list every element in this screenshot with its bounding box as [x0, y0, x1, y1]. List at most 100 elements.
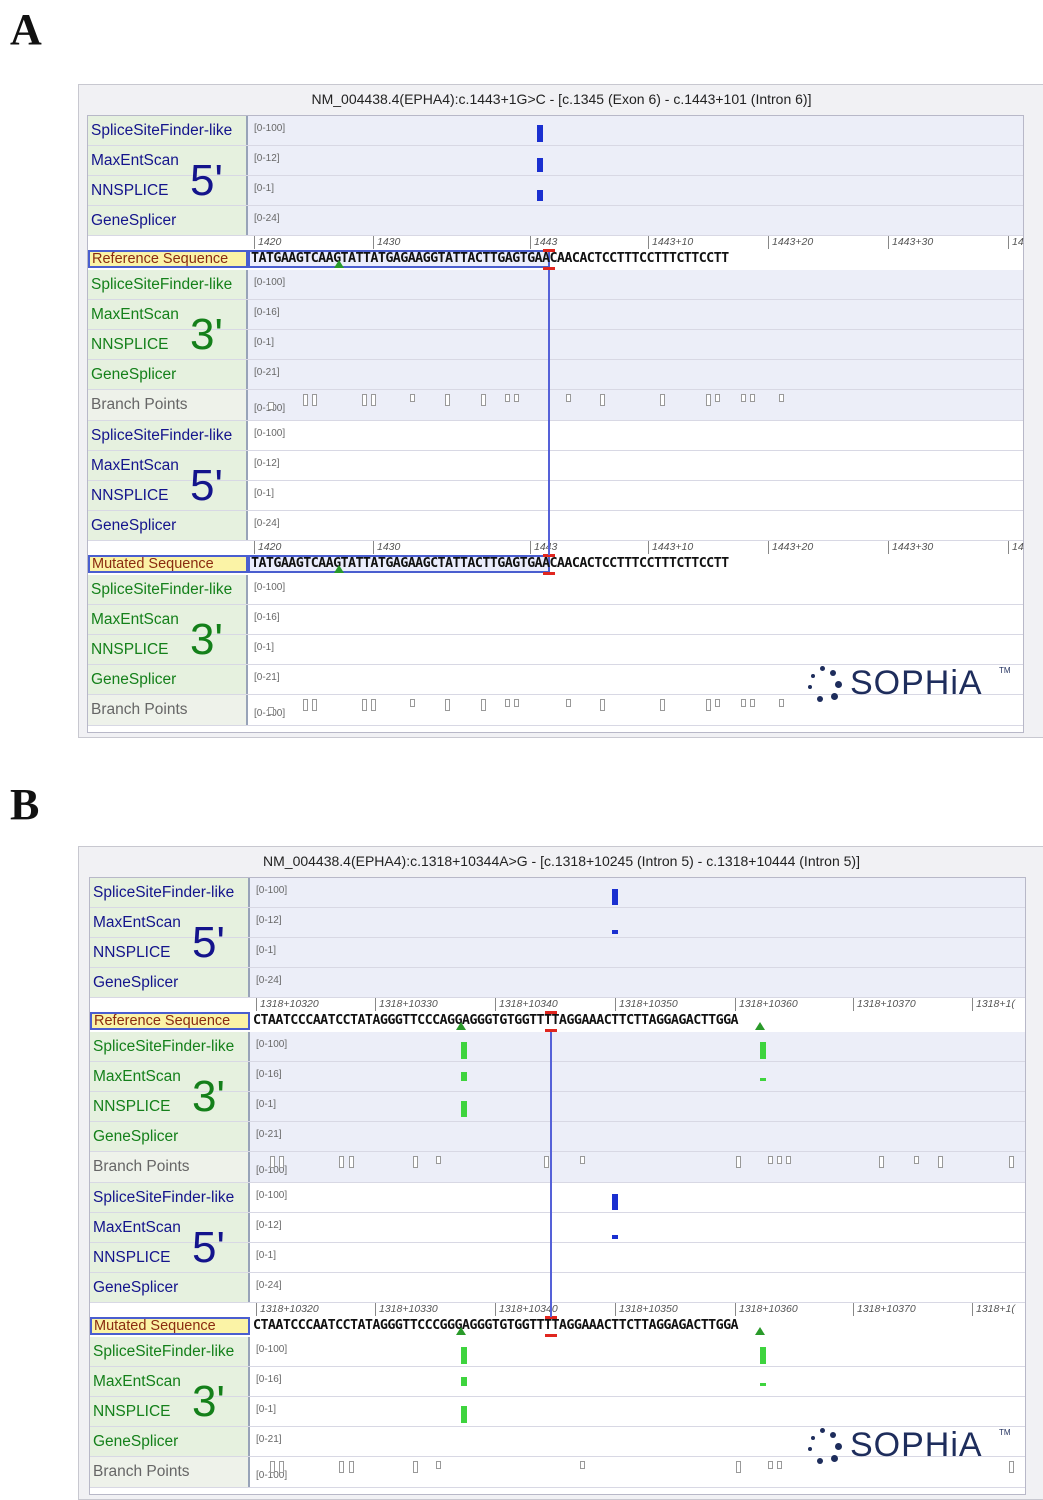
mut-5p-genesplicer-row: GeneSplicer [0-24]: [88, 511, 1023, 541]
branch-point: [566, 394, 571, 402]
mut-branch-points-row: Branch Points [0-100]: [88, 695, 1023, 726]
ruler-tick: 1420: [254, 541, 281, 554]
branch-point: [339, 1461, 344, 1473]
five-prime-symbol: 5': [192, 1223, 225, 1272]
branch-point: [270, 1461, 275, 1473]
nnsplice-3p-score-bar: [461, 1101, 467, 1117]
sophia-logo: SOPHiA TM: [806, 664, 1021, 708]
three-prime-symbol: 3': [190, 615, 223, 664]
logo-dot: [820, 666, 825, 671]
branch-point: [715, 699, 720, 707]
branch-point: [362, 699, 367, 711]
branch-point: [736, 1156, 741, 1168]
five-prime-symbol: 5': [190, 156, 223, 205]
maxent-5p-score-bar: [612, 930, 618, 934]
branch-point: [914, 1156, 919, 1164]
track-range: [0-24]: [254, 518, 280, 529]
mutated-sequence: CTAATCCCAATCCTATAGGGTTCCCGGGAGGGTGTGGTTT…: [253, 1318, 739, 1333]
acceptor-site-marker: [456, 1327, 466, 1335]
ref-5p-nnsplice-row: NNSPLICE [0-1]: [88, 176, 1023, 206]
track-label: NNSPLICE: [90, 1397, 250, 1426]
branch-point: [279, 1156, 284, 1168]
track-range: [0-16]: [256, 1069, 282, 1080]
track-range: [0-12]: [254, 153, 280, 164]
ruler-tick: 14: [1008, 541, 1024, 554]
mut-branch-points-row: Branch Points [0-100]: [90, 1457, 1025, 1488]
acceptor-site-marker: [456, 1022, 466, 1030]
ruler-tick: 1318+10330: [375, 998, 438, 1011]
ruler-tick: 1318+10340: [495, 1303, 558, 1316]
track-label: Branch Points: [90, 1457, 250, 1487]
ref-3p-genesplicer-row: GeneSplicer [0-21]: [90, 1122, 1025, 1152]
panel-letter-a: A: [10, 5, 42, 54]
ruler-tick: 1318+10350: [615, 1303, 678, 1316]
track-label: MaxEntScan: [90, 1062, 250, 1091]
ruler-tick: 1430: [373, 541, 400, 554]
mutation-marker-top: [543, 249, 555, 252]
track-label: NNSPLICE: [88, 330, 248, 359]
maxent-5p-score-bar: [537, 158, 543, 172]
ssf-5p-score-bar: [612, 889, 618, 905]
branch-point: [514, 699, 519, 707]
track-label: MaxEntScan: [88, 300, 248, 329]
branch-point: [938, 1156, 943, 1168]
maxent-5p-score-bar: [612, 1235, 618, 1239]
ssf-5p-score-bar: [612, 1194, 618, 1210]
branch-point: [750, 699, 755, 707]
track-label: SpliceSiteFinder-like: [90, 1183, 250, 1212]
acceptor-site-marker: [755, 1327, 765, 1335]
track-label: MaxEntScan: [88, 605, 248, 634]
reference-sequence: TATGAAGTCAAGTATTATGAGAAGGTATTACTTGAGTGAA…: [251, 251, 729, 266]
branch-point: [514, 394, 519, 402]
branch-point: [741, 394, 746, 402]
branch-point: [505, 699, 510, 707]
ruler-tick: 1318+1(: [972, 998, 1015, 1011]
track-range: [0-100]: [256, 1190, 288, 1201]
branch-point: [436, 1461, 441, 1469]
ruler-tick: 1443+30: [888, 236, 933, 249]
exon-selection: [248, 555, 550, 573]
track-range: [0-24]: [256, 975, 282, 986]
logo-trademark: TM: [999, 1428, 1011, 1437]
ruler-tick: 1430: [373, 236, 400, 249]
track-range: [0-16]: [254, 307, 280, 318]
branch-point: [660, 699, 665, 711]
track-label: SpliceSiteFinder-like: [90, 878, 250, 907]
branch-point: [1009, 1461, 1014, 1473]
mutation-marker-top: [545, 1316, 557, 1319]
track-range: [0-1]: [256, 1404, 277, 1415]
track-range: [0-24]: [254, 213, 280, 224]
track-label: MaxEntScan: [90, 1367, 250, 1396]
ruler-tick: 1443+20: [768, 236, 813, 249]
maxent-3p-score-bar: [760, 1383, 766, 1386]
ruler-tick: 1318+10320: [256, 1303, 319, 1316]
track-range: [0-21]: [256, 1129, 282, 1140]
branch-point: [268, 707, 274, 715]
track-label: Branch Points: [88, 695, 248, 725]
mut-5p-ssf-row: SpliceSiteFinder-like [0-100]: [90, 1183, 1025, 1213]
logo-dot: [835, 1443, 842, 1450]
branch-point: [879, 1156, 884, 1168]
ref-5p-genesplicer-row: GeneSplicer [0-24]: [88, 206, 1023, 236]
sophia-logo: SOPHiA TM: [806, 1426, 1021, 1470]
track-label: Branch Points: [90, 1152, 250, 1182]
ref-3p-nnsplice-row: NNSPLICE [0-1]: [90, 1092, 1025, 1122]
ref-3p-nnsplice-row: NNSPLICE [0-1]: [88, 330, 1023, 360]
ruler-tick: 1318+1(: [972, 1303, 1015, 1316]
branch-point: [349, 1461, 354, 1473]
branch-point: [779, 699, 784, 707]
logo-dot: [808, 1447, 812, 1451]
branch-point: [660, 394, 665, 406]
track-label: GeneSplicer: [88, 665, 248, 694]
track-label: GeneSplicer: [88, 511, 248, 540]
track-area: SpliceSiteFinder-like [0-100] MaxEntScan…: [89, 877, 1026, 1495]
ruler-tick: 1318+10320: [256, 998, 319, 1011]
logo-text: SOPHiA: [850, 1426, 983, 1464]
branch-point: [768, 1461, 773, 1469]
mutation-marker-bottom: [543, 267, 555, 270]
five-prime-symbol: 5': [192, 918, 225, 967]
track-label: SpliceSiteFinder-like: [88, 116, 248, 145]
ref-5p-ssf-row: SpliceSiteFinder-like [0-100]: [88, 116, 1023, 146]
track-range: [0-1]: [256, 1250, 277, 1261]
ruler-tick: 1318+10350: [615, 998, 678, 1011]
